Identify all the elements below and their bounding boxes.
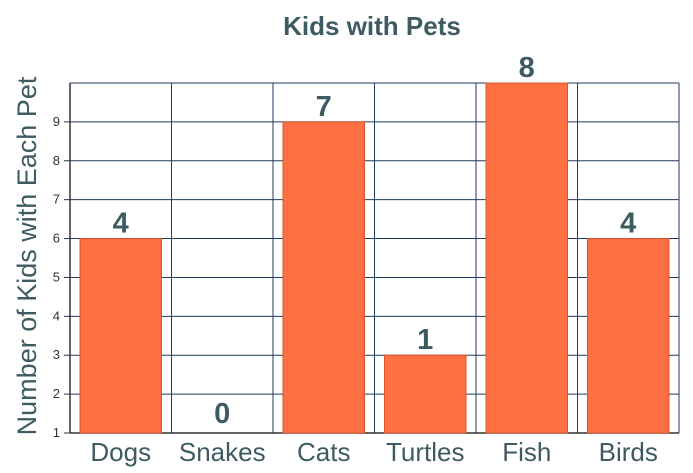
y-axis-label: Number of Kids with Each Pet	[12, 76, 42, 435]
y-tick-label: 3	[53, 347, 60, 362]
labels: 1 2 3 4 5 6 7 8 9 4 Dogs 0 Snakes 7 Cats 1 Turtles 8 Fish 4…	[53, 52, 658, 467]
bars	[79, 82, 670, 434]
data-label-fish: 8	[519, 52, 535, 84]
bar-turtles	[384, 354, 467, 434]
data-label-birds: 4	[620, 208, 636, 240]
x-tick-label-birds: Birds	[599, 437, 658, 467]
x-tick-label-cats: Cats	[297, 437, 350, 467]
x-tick-label-snakes: Snakes	[179, 437, 266, 467]
chart-title: Kids with Pets	[283, 11, 461, 41]
y-tick-label: 8	[53, 153, 60, 168]
y-tick-label: 4	[53, 308, 60, 323]
data-label-cats: 7	[316, 91, 332, 123]
grid	[64, 82, 680, 434]
y-tick-label: 6	[53, 231, 60, 246]
y-tick-label: 5	[53, 269, 60, 284]
data-label-dogs: 4	[113, 208, 129, 240]
bar-dogs	[79, 238, 162, 434]
data-label-turtles: 1	[417, 324, 433, 356]
y-tick-label: 9	[53, 114, 60, 129]
x-tick-label-dogs: Dogs	[90, 437, 151, 467]
data-label-snakes: 0	[214, 398, 230, 430]
x-tick-label-turtles: Turtles	[386, 437, 465, 467]
bar-birds	[587, 238, 670, 434]
bar-cats	[282, 121, 365, 434]
y-tick-label: 7	[53, 192, 60, 207]
y-tick-label: 2	[53, 386, 60, 401]
y-tick-label: 1	[53, 425, 60, 440]
x-tick-label-fish: Fish	[502, 437, 551, 467]
bar-fish	[485, 82, 568, 434]
